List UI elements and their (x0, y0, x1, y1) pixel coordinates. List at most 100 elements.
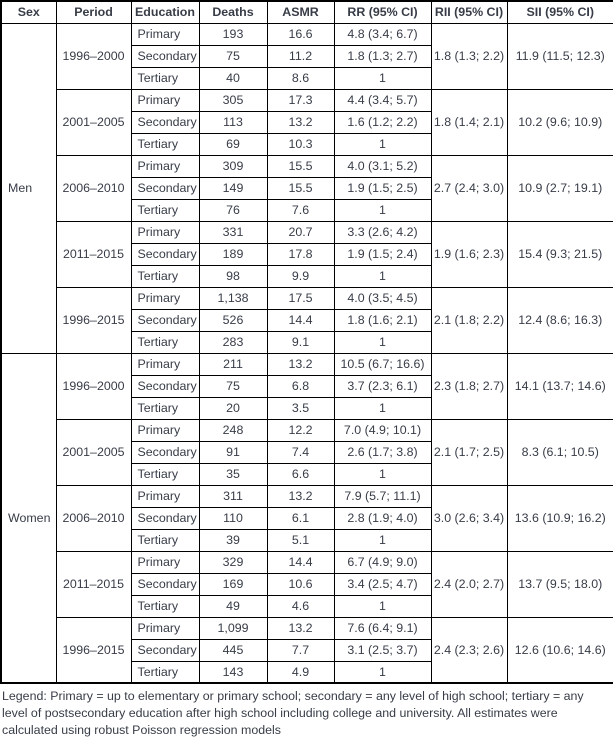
rii-cell: 2.1 (1.7; 2.5) (430, 418, 508, 486)
rr-cell: 7.0 (4.9; 10.1) (333, 418, 432, 442)
table-row: Secondary 75 6.8 3.7 (2.3; 6.1) (1, 374, 613, 398)
education-cell: Secondary (130, 44, 200, 68)
period-cell: 2011–2015 (55, 220, 132, 288)
sii-cell: 12.4 (8.6; 16.3) (506, 286, 613, 354)
asmr-cell: 13.2 (266, 484, 335, 508)
asmr-cell: 16.6 (266, 22, 335, 46)
education-cell: Secondary (130, 440, 200, 464)
period-cell: 2001–2005 (55, 418, 132, 486)
deaths-cell: 193 (198, 22, 268, 46)
deaths-cell: 445 (198, 638, 268, 662)
asmr-cell: 4.9 (266, 660, 335, 684)
table-row: 2006–2010 Primary 311 13.2 7.9 (5.7; 11.1) 3.… (1, 484, 613, 552)
deaths-cell: 309 (198, 154, 268, 178)
rii-cell: 1.8 (1.3; 2.2) (430, 22, 508, 90)
rii-cell: 2.1 (1.8; 2.2) (430, 286, 508, 354)
asmr-cell: 13.2 (266, 110, 335, 134)
table-row: Secondary 110 6.1 2.8 (1.9; 4.0) (1, 506, 613, 530)
rr-cell: 3.4 (2.5; 4.7) (333, 572, 432, 596)
rr-cell: 4.0 (3.1; 5.2) (333, 154, 432, 178)
education-cell: Tertiary (130, 594, 200, 618)
deaths-cell: 329 (198, 550, 268, 574)
asmr-cell: 15.5 (266, 176, 335, 200)
header-row: Sex Period Education Deaths ASMR RR (95% CI) R… (0, 0, 613, 24)
education-cell: Tertiary (130, 396, 200, 420)
asmr-cell: 7.6 (266, 198, 335, 222)
education-cell: Primary (130, 484, 200, 508)
deaths-cell: 1,138 (198, 286, 268, 310)
asmr-cell: 7.7 (266, 638, 335, 662)
rr-cell: 1.8 (1.3; 2.7) (333, 44, 432, 68)
asmr-cell: 17.5 (266, 286, 335, 310)
rr-cell: 4.4 (3.4; 5.7) (333, 88, 432, 112)
table-row: Secondary 445 7.7 3.1 (2.5; 3.7) (1, 638, 613, 662)
table-row: Women 1996–2000 Primary 211 13.2 10.5 (6.7; 1… (0, 352, 613, 684)
rr-cell: 1.9 (1.5; 2.5) (333, 176, 432, 200)
rii-cell: 1.8 (1.4; 2.1) (430, 88, 508, 156)
table-row: 2006–2010 Primary 309 15.5 4.0 (3.1; 5.2) 2.7… (1, 154, 613, 222)
table-row: 2011–2015 Primary 331 20.7 3.3 (2.6; 4.2) 1.9… (1, 220, 613, 288)
deaths-cell: 49 (198, 594, 268, 618)
rr-cell: 1 (333, 396, 432, 420)
column-header-rr-95-ci: RR (95% CI) (333, 0, 432, 24)
education-cell: Primary (130, 286, 200, 310)
education-cell: Secondary (130, 308, 200, 332)
education-cell: Secondary (130, 572, 200, 596)
rr-cell: 6.7 (4.9; 9.0) (333, 550, 432, 574)
mortality-table: Sex Period Education Deaths ASMR RR (95% CI) R… (0, 0, 613, 684)
rr-cell: 4.0 (3.5; 4.5) (333, 286, 432, 310)
rr-cell: 3.1 (2.5; 3.7) (333, 638, 432, 662)
education-cell: Primary (130, 154, 200, 178)
education-cell: Secondary (130, 176, 200, 200)
education-cell: Tertiary (130, 198, 200, 222)
rr-cell: 1 (333, 594, 432, 618)
asmr-cell: 17.3 (266, 88, 335, 112)
deaths-cell: 110 (198, 506, 268, 530)
table-row: Men 1996–2000 Primary 193 16.6 4.8 (3.4; 6.7)… (0, 22, 613, 354)
table-row: Tertiary 143 4.9 1 (1, 660, 613, 684)
column-header-period: Period (55, 0, 132, 24)
rii-cell: 2.4 (2.0; 2.7) (430, 550, 508, 618)
education-cell: Tertiary (130, 330, 200, 354)
table-row: Tertiary 76 7.6 1 (1, 198, 613, 222)
asmr-cell: 3.5 (266, 396, 335, 420)
period-cell: 1996–2000 (55, 22, 132, 90)
asmr-cell: 4.6 (266, 594, 335, 618)
table-row: Tertiary 49 4.6 1 (1, 594, 613, 618)
deaths-cell: 35 (198, 462, 268, 486)
rr-cell: 1.9 (1.5; 2.4) (333, 242, 432, 266)
sex-cell: Men (0, 22, 57, 354)
rr-cell: 1 (333, 528, 432, 552)
education-cell: Secondary (130, 242, 200, 266)
asmr-cell: 5.1 (266, 528, 335, 552)
deaths-cell: 149 (198, 176, 268, 200)
table-row: 2011–2015 Primary 329 14.4 6.7 (4.9; 9.0) 2.4… (1, 550, 613, 618)
sii-cell: 11.9 (11.5; 12.3) (506, 22, 613, 90)
deaths-cell: 311 (198, 484, 268, 508)
column-header-sii-95-ci: SII (95% CI) (506, 0, 613, 24)
education-cell: Secondary (130, 374, 200, 398)
education-cell: Secondary (130, 638, 200, 662)
table-row: 2001–2005 Primary 248 12.2 7.0 (4.9; 10.1) 2.… (1, 418, 613, 486)
deaths-cell: 189 (198, 242, 268, 266)
column-header-deaths: Deaths (198, 0, 268, 24)
asmr-cell: 10.3 (266, 132, 335, 156)
rr-cell: 3.7 (2.3; 6.1) (333, 374, 432, 398)
deaths-cell: 40 (198, 66, 268, 90)
period-cell: 2006–2010 (55, 484, 132, 552)
rr-cell: 7.6 (6.4; 9.1) (333, 616, 432, 640)
education-cell: Primary (130, 418, 200, 442)
rr-cell: 7.9 (5.7; 11.1) (333, 484, 432, 508)
sii-cell: 10.2 (9.6; 10.9) (506, 88, 613, 156)
deaths-cell: 113 (198, 110, 268, 134)
period-cell: 2011–2015 (55, 550, 132, 618)
table-row: Secondary 149 15.5 1.9 (1.5; 2.5) (1, 176, 613, 200)
deaths-cell: 69 (198, 132, 268, 156)
table-row: Secondary 75 11.2 1.8 (1.3; 2.7) (1, 44, 613, 68)
rii-cell: 2.4 (2.3; 2.6) (430, 616, 508, 684)
rr-cell: 1 (333, 264, 432, 288)
asmr-cell: 6.6 (266, 462, 335, 486)
deaths-cell: 39 (198, 528, 268, 552)
sii-cell: 15.4 (9.3; 21.5) (506, 220, 613, 288)
rr-cell: 2.6 (1.7; 3.8) (333, 440, 432, 464)
